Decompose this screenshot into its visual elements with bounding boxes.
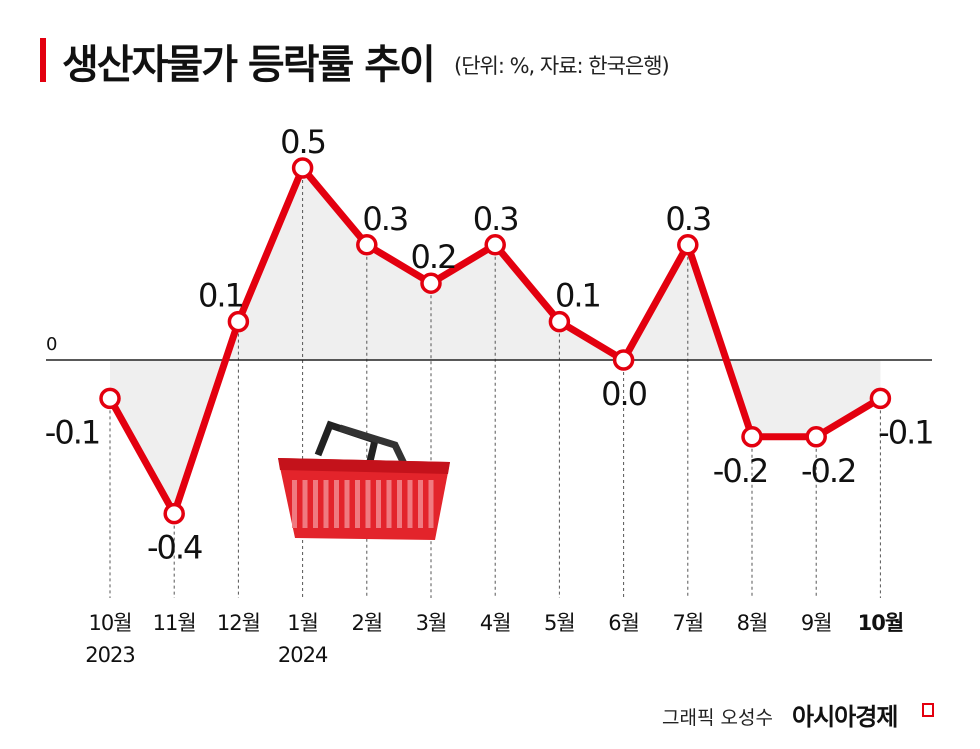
data-point: [805, 426, 827, 448]
x-year-label: 2023: [85, 643, 134, 667]
x-tick-label: 5월: [544, 611, 575, 635]
zero-label: 0: [46, 334, 57, 355]
data-label: -0.2: [801, 452, 855, 490]
data-label: -0.1: [45, 413, 99, 451]
x-tick-label: 10월: [88, 611, 131, 635]
data-point: [163, 502, 185, 525]
graphic-credit: 그래픽 오성수: [662, 707, 773, 729]
data-point: [677, 234, 699, 256]
data-label: -0.1: [878, 413, 932, 451]
x-tick-label: 3월: [416, 611, 447, 635]
basket-icon: [278, 420, 450, 540]
x-tick-label: 8월: [737, 611, 768, 635]
x-tick-label: 2월: [351, 611, 382, 635]
data-label: 0.3: [473, 200, 518, 238]
brand-logo: 아시아경제: [792, 703, 898, 731]
x-tick-label: 12월: [217, 611, 260, 635]
data-label: 0.3: [362, 200, 407, 238]
data-label: 0.1: [198, 277, 243, 315]
x-tick-label: 11월: [153, 611, 196, 635]
data-point: [99, 387, 121, 410]
data-label: 0.1: [555, 277, 600, 315]
data-label: -0.4: [147, 529, 202, 567]
data-point: [291, 157, 314, 179]
data-point: [741, 426, 763, 448]
x-tick-label: 1월: [287, 611, 318, 635]
data-label: 0.0: [601, 375, 647, 413]
x-tick-label: 6월: [608, 611, 639, 635]
title-accent-bar: [40, 38, 46, 82]
data-point: [227, 310, 250, 333]
data-point: [548, 310, 571, 333]
data-label: 0.2: [411, 238, 456, 276]
x-tick-label: 4월: [480, 611, 511, 635]
x-tick-label: 10월: [858, 611, 904, 635]
data-point: [356, 234, 378, 256]
data-label: 0.5: [280, 123, 325, 161]
brand-mark-icon: [922, 703, 934, 717]
data-label: 0.3: [665, 200, 710, 238]
data-point: [869, 387, 892, 410]
data-label: -0.2: [713, 452, 767, 490]
chart-subtitle: (단위: %, 자료: 한국은행): [454, 54, 670, 78]
x-tick-label: 9월: [801, 611, 832, 635]
data-point: [484, 234, 506, 256]
chart-title: 생산자물가 등락률 추이: [62, 42, 436, 88]
x-year-label: 2024: [278, 643, 328, 667]
x-tick-label: 7월: [672, 611, 703, 635]
data-point: [612, 349, 635, 371]
data-point: [420, 272, 442, 294]
